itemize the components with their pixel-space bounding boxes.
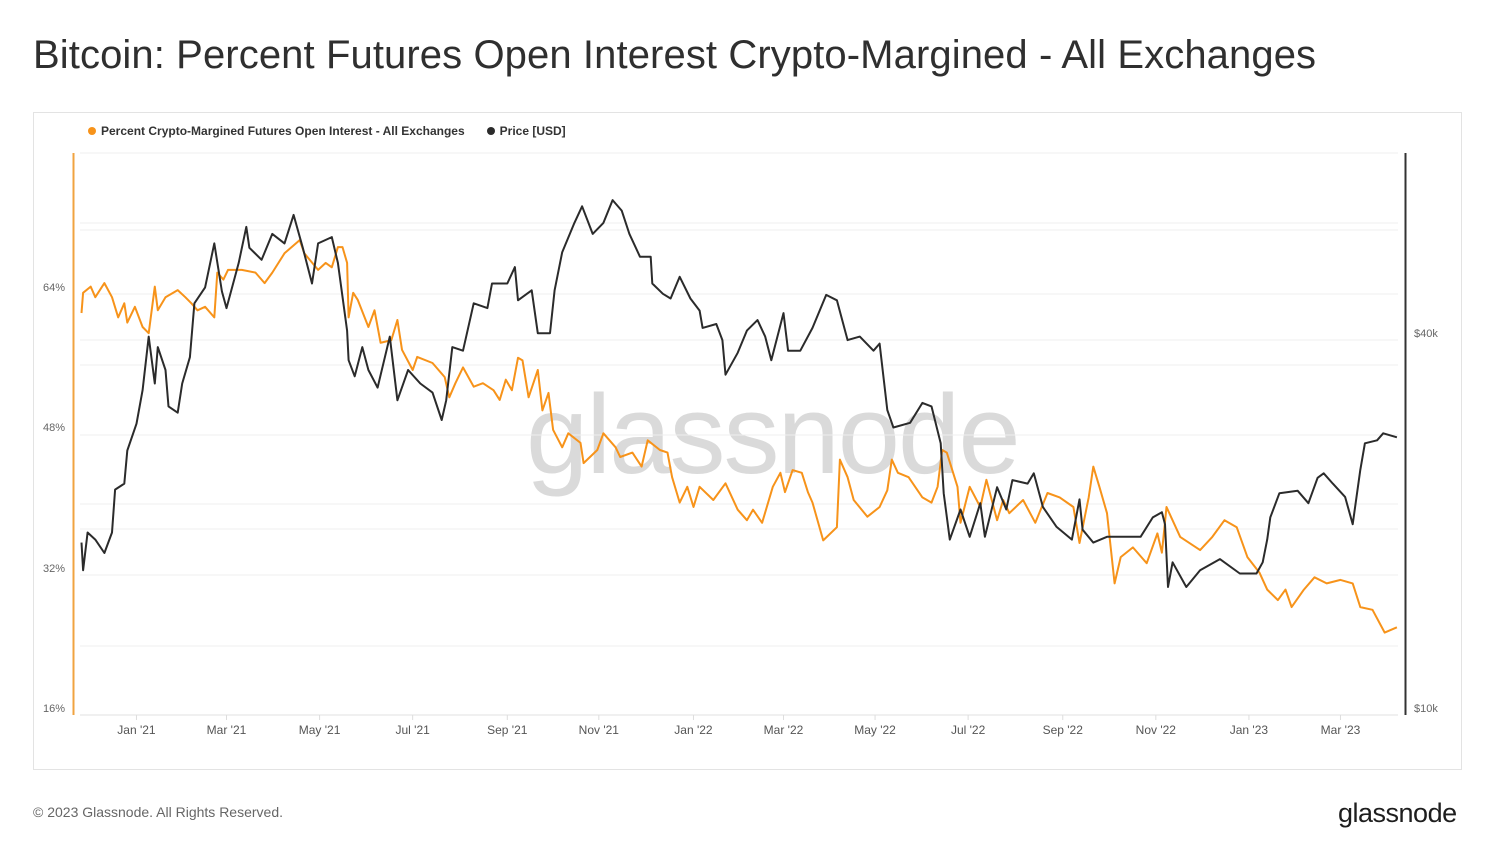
- y-tick-label: $40k: [1414, 328, 1438, 340]
- x-tick-label: Nov '22: [1135, 723, 1176, 737]
- y-tick-label: 32%: [42, 563, 65, 575]
- gridlines: [80, 152, 1398, 716]
- x-tick-label: Jan '22: [674, 723, 713, 737]
- x-tick-label: Mar '22: [763, 723, 804, 737]
- x-tick-label: May '21: [298, 723, 341, 737]
- legend-item-price[interactable]: Price [USD]: [486, 124, 566, 138]
- x-tick-label: Mar '21: [206, 723, 247, 737]
- series-line-price: [80, 199, 1398, 588]
- series-line-percent-oi: [80, 239, 1398, 634]
- x-tick-label: Sep '22: [1042, 723, 1083, 737]
- x-tick-label: Sep '21: [487, 723, 528, 737]
- x-tick-label: Jul '22: [950, 723, 986, 737]
- x-tick-label: Nov '21: [578, 723, 619, 737]
- chart-legend: Percent Crypto-Margined Futures Open Int…: [88, 124, 566, 138]
- legend-label-percent-oi: Percent Crypto-Margined Futures Open Int…: [101, 124, 465, 138]
- chart-panel: [33, 112, 1462, 770]
- y-tick-label: 48%: [42, 422, 65, 434]
- glassnode-logo[interactable]: glassnode: [1338, 798, 1457, 828]
- x-tick-label: Jan '21: [117, 723, 156, 737]
- x-tick-label: Jan '23: [1229, 723, 1269, 737]
- x-tick-label: Jul '21: [395, 723, 430, 737]
- legend-dot-black-icon: [486, 127, 495, 135]
- y-tick-label: 16%: [42, 703, 65, 715]
- copyright-footer: © 2023 Glassnode. All Rights Reserved.: [33, 804, 284, 820]
- series-lines: [80, 199, 1398, 634]
- y-tick-label: $10k: [1414, 703, 1438, 715]
- x-tick-label: Mar '23: [1320, 723, 1361, 737]
- x-tick-label: May '22: [854, 723, 896, 737]
- y-tick-label: 64%: [42, 282, 65, 294]
- axes: [72, 153, 1407, 720]
- legend-item-percent-oi[interactable]: Percent Crypto-Margined Futures Open Int…: [88, 124, 465, 138]
- legend-label-price: Price [USD]: [499, 124, 566, 138]
- page-title: Bitcoin: Percent Futures Open Interest C…: [33, 33, 1317, 77]
- legend-dot-orange-icon: [88, 127, 96, 135]
